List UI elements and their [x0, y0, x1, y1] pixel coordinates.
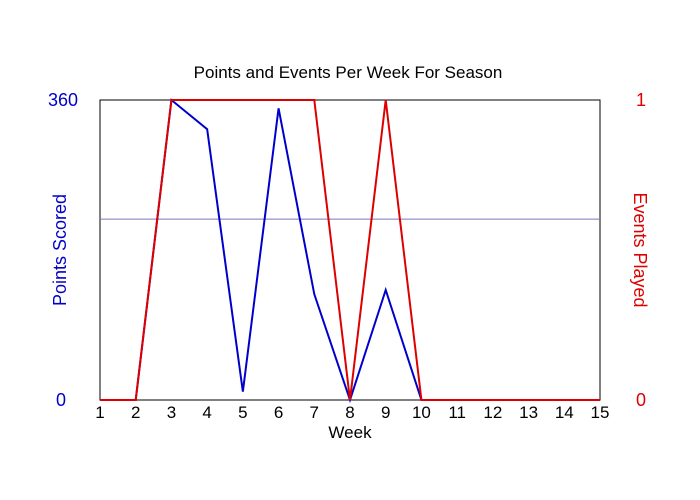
- right-y-axis-label: Events Played: [630, 192, 650, 307]
- x-tick-label: 2: [131, 403, 140, 422]
- x-tick-label: 13: [519, 403, 538, 422]
- left-y-tick-min: 0: [56, 390, 66, 410]
- plot-area-frame: [99, 99, 601, 401]
- x-tick-label: 5: [238, 403, 247, 422]
- x-tick-label: 8: [345, 403, 354, 422]
- x-tick-label: 12: [483, 403, 502, 422]
- chart-title: Points and Events Per Week For Season: [194, 63, 503, 82]
- left-y-axis-label: Points Scored: [50, 194, 70, 306]
- x-tick-label: 6: [274, 403, 283, 422]
- events-played-line: [100, 99, 600, 401]
- x-tick-label: 7: [310, 403, 319, 422]
- x-axis-label: Week: [328, 423, 372, 442]
- x-tick-label: 3: [167, 403, 176, 422]
- left-y-tick-max: 360: [48, 90, 78, 110]
- x-tick-label: 15: [591, 403, 610, 422]
- series-layer: [100, 98, 600, 404]
- x-tick-label: 4: [202, 403, 211, 422]
- x-axis-ticks: 1 2 3 4 5 6 7 8 9 10 11 12 13 14 15: [95, 403, 609, 422]
- x-tick-label: 1: [95, 403, 104, 422]
- x-tick-label: 9: [381, 403, 390, 422]
- right-y-tick-max: 1: [636, 90, 646, 110]
- right-y-tick-min: 0: [636, 390, 646, 410]
- x-tick-label: 11: [448, 403, 466, 422]
- x-tick-label: 14: [555, 403, 574, 422]
- points-scored-line: [100, 98, 600, 404]
- x-tick-label: 10: [412, 403, 431, 422]
